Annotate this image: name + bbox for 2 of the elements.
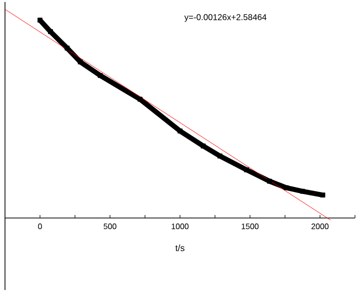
x-axis-title: t/s [175, 244, 184, 252]
annotation: y=-0.00126x+2.58464 [184, 14, 266, 22]
